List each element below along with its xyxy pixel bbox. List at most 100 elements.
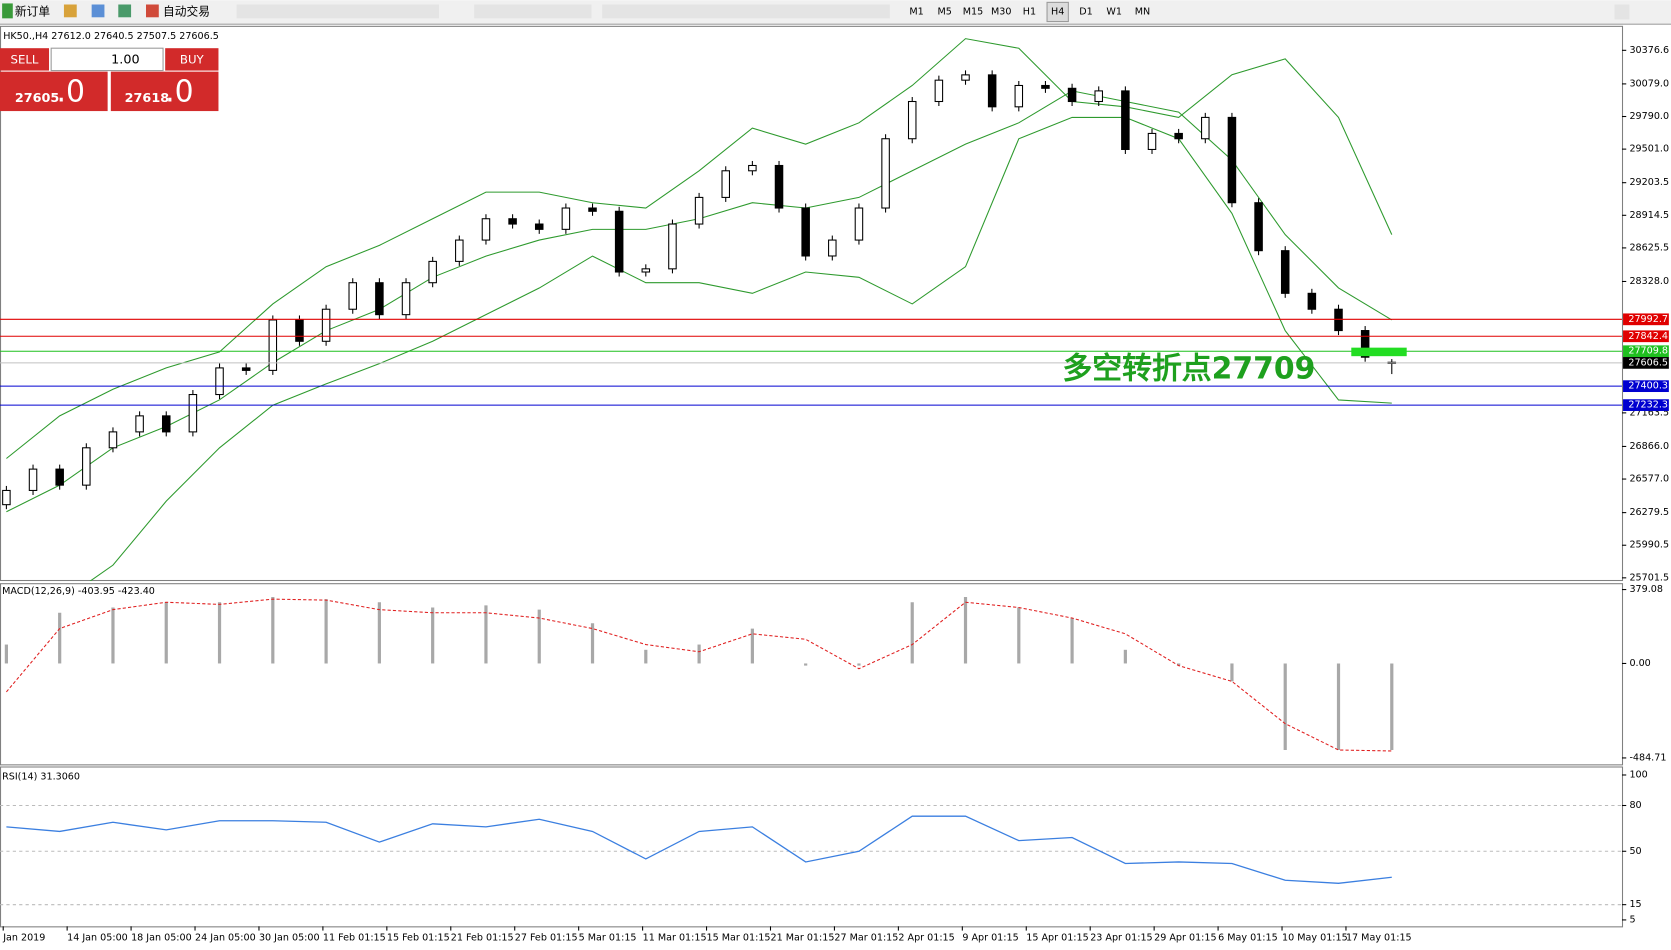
- candle-body: [641, 268, 651, 273]
- candle-body: [1121, 90, 1130, 150]
- timeframe-button[interactable]: M15: [963, 6, 983, 17]
- toolbar-icon[interactable]: [118, 4, 132, 18]
- timeframe-button[interactable]: D1: [1079, 6, 1092, 17]
- y-tick-label: 26577.0: [1629, 474, 1669, 485]
- price-tag-label: 27232.3: [1628, 400, 1668, 411]
- x-tick-label: 21 Feb 01:15: [451, 933, 514, 944]
- new-order-icon[interactable]: [2, 3, 13, 19]
- candle-body: [55, 468, 64, 486]
- x-tick-label: 15 Feb 01:15: [387, 933, 450, 944]
- indicator-tools[interactable]: [474, 4, 592, 19]
- rsi-tick-label: 5: [1629, 914, 1635, 925]
- toolbar-icon[interactable]: [91, 4, 105, 18]
- rsi-chart: [0, 804, 1622, 906]
- candle-body: [828, 239, 837, 257]
- toolbar-icon[interactable]: [63, 4, 77, 18]
- timeframe-button[interactable]: M30: [991, 6, 1011, 17]
- auto-trading-button[interactable]: 自动交易: [163, 4, 210, 18]
- buy-price-tail[interactable]: .0: [165, 74, 193, 109]
- x-tick-label: 10 May 01:15: [1282, 933, 1348, 944]
- macd-panel: [0, 583, 1624, 766]
- price-tag: [1623, 357, 1669, 369]
- sell-button[interactable]: [0, 48, 50, 71]
- active-timeframe[interactable]: [1046, 1, 1069, 23]
- lot-value[interactable]: 1.00: [111, 52, 139, 67]
- buy-price[interactable]: 27618: [125, 91, 170, 106]
- rsi-tick-label: 100: [1629, 769, 1647, 780]
- search-button[interactable]: [1614, 4, 1630, 20]
- timeframe-button[interactable]: H4: [1051, 6, 1064, 17]
- x-tick-label: 11 Mar 01:15: [643, 933, 707, 944]
- timeframe-button[interactable]: H1: [1023, 6, 1036, 17]
- chart-tools[interactable]: [236, 4, 440, 19]
- price-tag: [1623, 399, 1669, 411]
- timeframe-button[interactable]: W1: [1106, 6, 1122, 17]
- candle-body: [481, 218, 491, 241]
- auto-trading-icon[interactable]: [145, 4, 159, 18]
- candle-body: [1174, 132, 1183, 140]
- x-tick-label: 30 Jan 05:00: [259, 933, 320, 944]
- candle-body: [614, 210, 624, 273]
- y-tick-label: 28625.5: [1629, 242, 1669, 253]
- price-chart: [0, 38, 1622, 582]
- candle-body: [161, 415, 171, 433]
- candle-body: [1334, 308, 1343, 332]
- candle-body: [82, 447, 91, 486]
- main-panel: [0, 25, 1624, 582]
- buy-label[interactable]: BUY: [180, 52, 205, 66]
- buy-price-box[interactable]: [110, 71, 219, 112]
- timeframe-button[interactable]: MN: [1135, 6, 1150, 17]
- candle-body: [508, 218, 517, 225]
- candle-body: [2, 489, 11, 506]
- sell-price-box[interactable]: [0, 71, 108, 112]
- rsi-tick-label: 15: [1629, 899, 1641, 910]
- candle-body: [774, 164, 784, 209]
- sell-price[interactable]: 27605: [15, 91, 59, 106]
- rsi-line: [6, 815, 1392, 884]
- candle-body: [1280, 250, 1290, 294]
- candle-body: [881, 138, 890, 209]
- candle-body: [907, 100, 917, 140]
- candle-body: [1147, 132, 1157, 150]
- candle-body: [668, 223, 677, 270]
- candle-body: [1307, 292, 1317, 310]
- candle-body: [854, 207, 864, 241]
- y-tick-label: 29203.5: [1629, 177, 1669, 188]
- y-tick-label: 28914.5: [1629, 210, 1669, 221]
- macd-tick-label: 379.08: [1629, 584, 1663, 595]
- x-tick-label: 29 Apr 01:15: [1154, 933, 1216, 944]
- y-tick-label: 27163.5: [1629, 407, 1669, 418]
- macd-signal: [5, 598, 1392, 752]
- bollinger-lower: [89, 116, 1392, 582]
- sell-label[interactable]: SELL: [11, 52, 39, 66]
- y-tick-label: 29501.0: [1629, 144, 1669, 155]
- candle-body: [801, 207, 810, 257]
- timeframe-button[interactable]: M1: [909, 6, 923, 17]
- candle-body: [1360, 330, 1370, 358]
- lot-input[interactable]: [50, 47, 164, 72]
- candle-body: [1094, 90, 1103, 103]
- candle-body: [748, 164, 757, 172]
- rsi-tick-label: 80: [1629, 800, 1641, 811]
- y-tick-label: 29790.0: [1629, 111, 1669, 122]
- rsi-label: RSI(14) 31.3060: [2, 772, 80, 783]
- x-tick-label: 24 Jan 05:00: [195, 933, 256, 944]
- candle-body: [1254, 202, 1263, 252]
- new-order-button[interactable]: 新订单: [15, 4, 50, 18]
- candle-body: [721, 170, 730, 198]
- chart-window: [0, 25, 1671, 950]
- drawing-tools[interactable]: [602, 4, 890, 19]
- x-tick-label: 9 Apr 01:15: [962, 933, 1018, 944]
- y-tick-label: 25701.5: [1629, 572, 1669, 583]
- candle-body: [588, 207, 597, 212]
- candle-body: [268, 319, 278, 371]
- candle-body: [241, 367, 251, 371]
- candle-body: [321, 308, 331, 342]
- timeframe-button[interactable]: M5: [938, 6, 952, 17]
- sell-price-tail[interactable]: .0: [56, 74, 84, 109]
- buy-button[interactable]: [165, 48, 219, 71]
- candle-body: [1067, 87, 1077, 103]
- x-tick-label: 17 May 01:15: [1346, 933, 1412, 944]
